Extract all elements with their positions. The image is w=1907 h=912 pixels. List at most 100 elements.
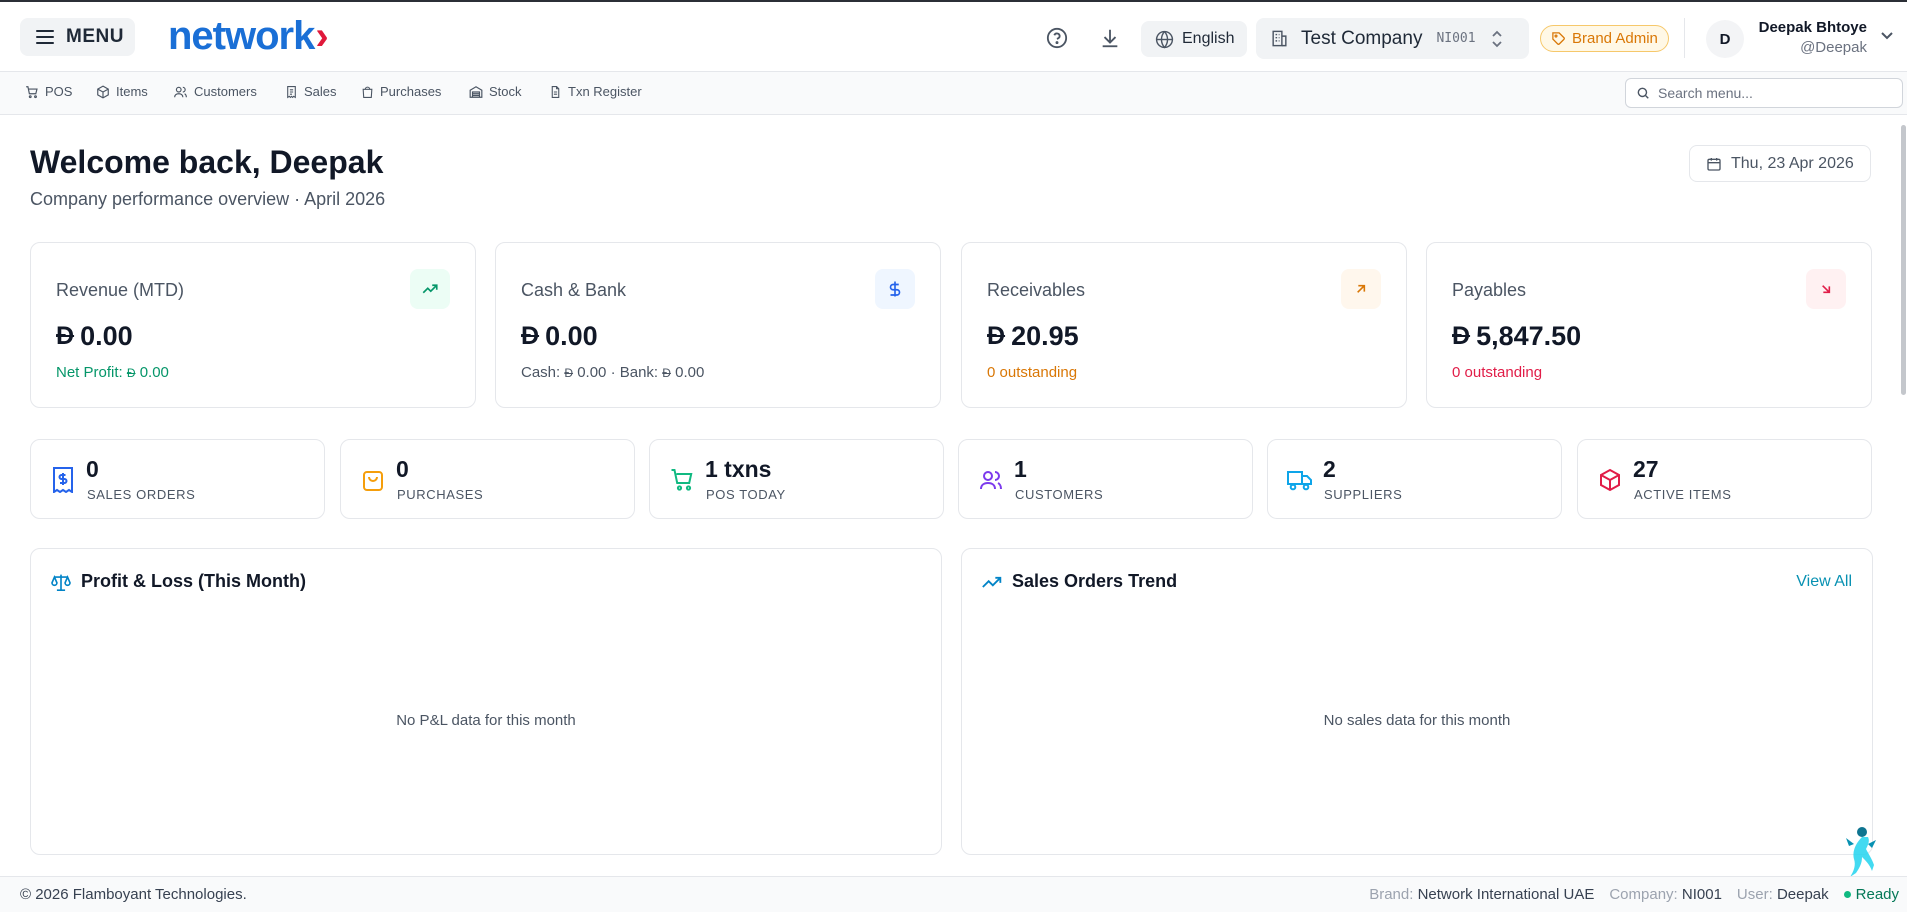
footer-company-label: Company: (1609, 886, 1682, 903)
stat-sales-orders[interactable]: 0 SALES ORDERS (30, 439, 325, 519)
kpi-sub-label: Net Profit: (56, 364, 127, 381)
menu-button[interactable]: MENU (20, 18, 135, 56)
view-all-link[interactable]: View All (1796, 573, 1852, 590)
header-divider (1684, 18, 1685, 58)
bank-value: 0.00 (675, 364, 705, 381)
nav-item-sales[interactable]: Sales (285, 84, 337, 99)
nav-item-stock[interactable]: Stock (469, 84, 522, 99)
stat-label: POS TODAY (706, 487, 786, 502)
footer-brand-label: Brand: (1369, 886, 1418, 903)
footer-user-label: User: (1736, 886, 1777, 903)
users-icon (977, 466, 1005, 494)
footer-user: User: Deepak (1737, 886, 1829, 903)
kpi-card-receivables: Receivables Đ 20.95 0 outstanding (961, 242, 1407, 408)
profit-loss-panel: Profit & Loss (This Month) No P&L data f… (30, 548, 942, 855)
nav-item-items[interactable]: Items (96, 84, 148, 99)
empty-state: No sales data for this month (1323, 712, 1511, 729)
page-title: Welcome back, Deepak (30, 144, 384, 180)
arrow-down-right-icon (1806, 269, 1846, 309)
cash-value: 0.00 (577, 364, 607, 381)
user-name[interactable]: Deepak Bhtoye (1758, 19, 1867, 36)
stat-label: PURCHASES (397, 487, 484, 502)
kpi-sub: 0 outstanding (987, 364, 1078, 381)
footer-user-value: Deepak (1776, 886, 1829, 903)
download-icon[interactable] (1098, 26, 1122, 50)
search-menu-box[interactable] (1625, 78, 1903, 108)
search-menu-input[interactable] (1658, 85, 1888, 101)
nav-item-label: Items (116, 84, 148, 99)
file-icon (551, 85, 560, 98)
assistant-mascot-icon[interactable] (1840, 822, 1880, 882)
kpi-sub: Cash: Đ 0.00 · Bank: Đ 0.00 (521, 364, 704, 381)
stat-suppliers[interactable]: 2 SUPPLIERS (1267, 439, 1562, 519)
kpi-value: Đ 20.95 (987, 321, 1079, 352)
status-indicator: Ready (1843, 886, 1899, 903)
stat-value: 1 txns (705, 456, 772, 482)
shopping-bag-icon (359, 466, 387, 494)
status-label: Ready (1855, 886, 1899, 903)
kpi-card-revenue: Revenue (MTD) Đ 0.00 Net Profit: Đ 0.00 (30, 242, 476, 408)
truck-icon (1286, 466, 1314, 494)
stat-purchases[interactable]: 0 PURCHASES (340, 439, 635, 519)
nav-item-txn-register[interactable]: Txn Register (549, 84, 642, 99)
user-handle: @Deepak (1800, 39, 1867, 56)
scrollbar-thumb[interactable] (1901, 125, 1906, 395)
nav-item-label: Txn Register (568, 84, 642, 99)
nav-bar: POS Items Customers Sales Purchases Stoc… (0, 72, 1907, 115)
currency-symbol: Đ (564, 366, 574, 380)
company-switcher[interactable]: Test Company NI001 (1256, 18, 1529, 59)
date-label: Thu, 23 Apr 2026 (1731, 154, 1854, 172)
panel-title-text: Sales Orders Trend (1012, 571, 1178, 591)
nav-item-purchases[interactable]: Purchases (361, 84, 441, 99)
scale-icon (51, 574, 71, 591)
stat-pos-today[interactable]: 1 txns POS TODAY (649, 439, 944, 519)
stat-value: 0 (396, 456, 409, 482)
footer: © 2026 Flamboyant Technologies. Brand: N… (0, 876, 1907, 912)
bank-label: · Bank: (606, 364, 663, 381)
kpi-sub: 0 outstanding (1452, 364, 1543, 381)
nav-item-label: Stock (489, 84, 522, 99)
nav-item-label: Customers (194, 84, 257, 99)
warehouse-icon (469, 85, 483, 98)
nav-item-pos[interactable]: POS (25, 84, 72, 99)
arrow-up-right-icon (1341, 269, 1381, 309)
chevron-down-icon[interactable] (1880, 31, 1894, 41)
language-label: English (1182, 30, 1235, 47)
nav-item-customers[interactable]: Customers (173, 84, 257, 99)
nav-item-label: Purchases (380, 84, 442, 99)
kpi-card-cash-bank: Cash & Bank Đ 0.00 Cash: Đ 0.00 · Bank: … (495, 242, 941, 408)
kpi-label: Revenue (MTD) (56, 280, 185, 300)
stat-label: SUPPLIERS (1324, 487, 1403, 502)
footer-meta: Brand: Network International UAE Company… (1369, 886, 1899, 903)
kpi-amount: 20.95 (1011, 321, 1079, 351)
kpi-label: Receivables (987, 280, 1086, 300)
company-code: NI001 (1436, 31, 1476, 46)
globe-icon (1155, 30, 1174, 48)
copyright: © 2026 Flamboyant Technologies. (20, 886, 247, 903)
date-chip[interactable]: Thu, 23 Apr 2026 (1689, 145, 1871, 182)
language-selector[interactable]: English (1141, 21, 1247, 57)
kpi-value: Đ 5,847.50 (1452, 321, 1581, 352)
logo-text: network (168, 13, 315, 58)
sales-trend-panel: Sales Orders Trend View All No sales dat… (961, 548, 1873, 855)
logo-chevron: › (315, 13, 328, 58)
brand-logo[interactable]: network › (168, 13, 329, 58)
footer-company-value: NI001 (1681, 886, 1722, 903)
stat-customers[interactable]: 1 CUSTOMERS (958, 439, 1253, 519)
currency-symbol: Đ (1452, 322, 1471, 350)
trending-up-icon (982, 576, 1002, 588)
avatar[interactable]: D (1706, 20, 1744, 58)
company-name: Test Company (1301, 27, 1423, 49)
top-header: MENU network › English Test Company NI001… (0, 0, 1907, 72)
kpi-sub-value: 0.00 (139, 364, 169, 381)
tag-icon (1552, 32, 1565, 45)
role-badge: Brand Admin (1540, 25, 1669, 52)
help-circle-icon[interactable] (1045, 26, 1069, 50)
panel-title-text: Profit & Loss (This Month) (81, 571, 306, 591)
stat-value: 1 (1014, 456, 1027, 482)
stat-active-items[interactable]: 27 ACTIVE ITEMS (1577, 439, 1872, 519)
receipt-dollar-icon (49, 466, 77, 494)
footer-company: Company: NI001 (1609, 886, 1722, 903)
building-icon (1272, 30, 1287, 47)
nav-item-label: POS (45, 84, 73, 99)
